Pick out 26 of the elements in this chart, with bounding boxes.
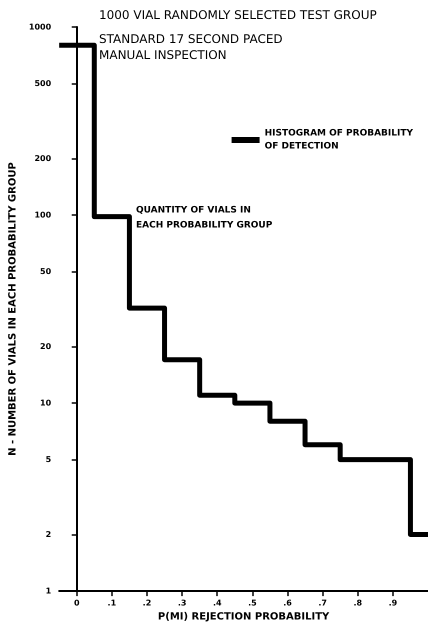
y-tick-label: 5	[46, 455, 52, 464]
y-tick-label: 1	[46, 586, 52, 596]
y-tick-label: 20	[40, 342, 52, 351]
y-tick-label: 100	[34, 210, 52, 220]
x-axis-title: P(MI) REJECTION PROBABILITY	[158, 612, 330, 622]
x-tick-label: .8	[353, 598, 362, 608]
x-tick-label: .4	[212, 598, 222, 608]
y-tick-label: 10	[40, 398, 52, 408]
y-tick-label: 1000	[28, 22, 52, 32]
text: STANDARD 17 SECOND PACED MANUAL INSPECTION	[99, 32, 283, 62]
y-tick-label: 50	[40, 267, 52, 276]
x-tick-label: .3	[178, 598, 186, 608]
annotation: QUANTITY OF VIALS IN EACH PROBABILITY GROUP	[136, 206, 273, 230]
x-tick-label: .6	[283, 598, 292, 608]
chart-title: 1000 VIAL RANDOMLY SELECTED TEST GROUP	[99, 8, 377, 22]
x-tick-label: .5	[248, 598, 258, 608]
y-tick-label: 200	[34, 154, 52, 163]
y-tick-label: 2	[46, 530, 52, 539]
y-tick-label: 500	[34, 79, 52, 88]
x-tick-label: 0	[74, 598, 80, 608]
y-axis-title: N - NUMBER OF VIALS IN EACH PROBABILITY GROUP	[8, 162, 18, 456]
x-tick-label: .1	[108, 598, 117, 608]
x-tick-label: .9	[388, 598, 398, 608]
x-tick-label: .2	[142, 598, 152, 608]
x-tick-label: .7	[318, 598, 327, 608]
legend-label: HISTOGRAM OF PROBABILITY OF DETECTION	[264, 128, 414, 152]
